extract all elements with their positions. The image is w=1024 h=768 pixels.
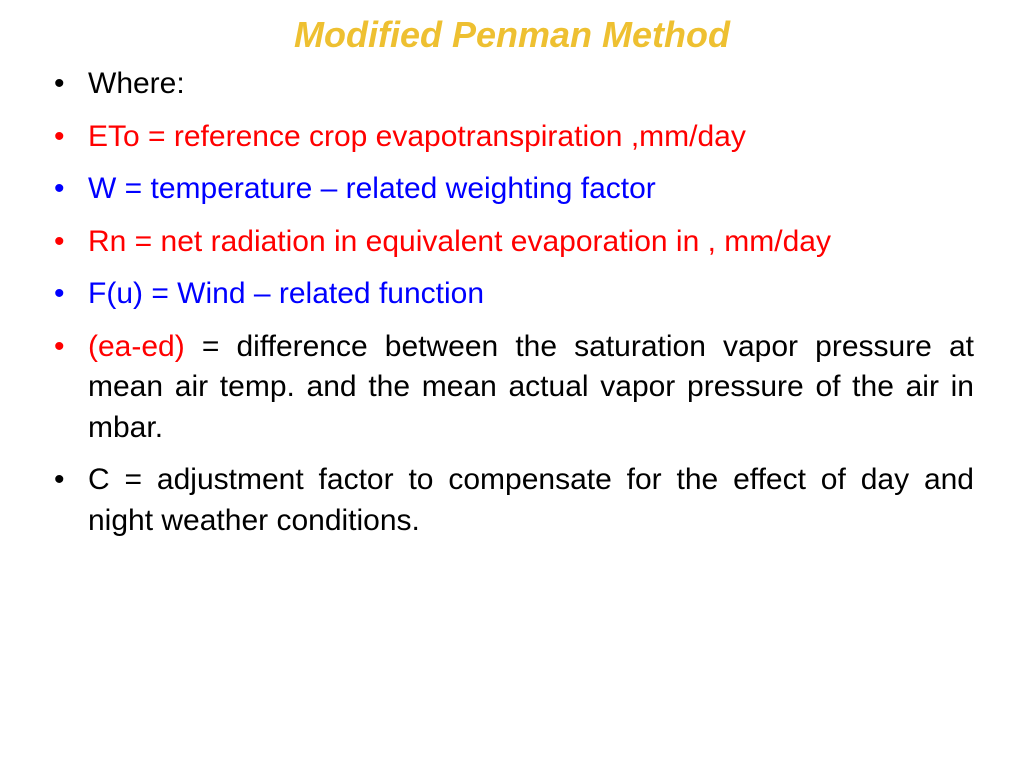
item-eaed-rest: = difference between the saturation vapo…	[88, 330, 974, 444]
item-eaed-lead: (ea-ed)	[88, 330, 185, 363]
bullet-list: Where: ETo = reference crop evapotranspi…	[50, 64, 974, 541]
item-where: Where:	[88, 64, 974, 105]
item-eaed: (ea-ed) = difference between the saturat…	[88, 327, 974, 449]
item-fu-text: F(u) = Wind – related function	[88, 277, 484, 310]
item-c: C = adjustment factor to compensate for …	[88, 460, 974, 541]
slide: Modified Penman Method Where: ETo = refe…	[0, 0, 1024, 768]
item-eto-text: ETo = reference crop evapotranspiration …	[88, 120, 746, 153]
item-eto: ETo = reference crop evapotranspiration …	[88, 117, 974, 158]
item-w: W = temperature – related weighting fact…	[88, 169, 974, 210]
item-w-text: W = temperature – related weighting fact…	[88, 172, 656, 205]
item-c-text: C = adjustment factor to compensate for …	[88, 463, 974, 537]
item-fu: F(u) = Wind – related function	[88, 274, 974, 315]
item-where-text: Where:	[88, 67, 185, 100]
item-rn: Rn = net radiation in equivalent evapora…	[88, 222, 974, 263]
slide-title: Modified Penman Method	[50, 14, 974, 56]
item-rn-text: Rn = net radiation in equivalent evapora…	[88, 225, 831, 258]
